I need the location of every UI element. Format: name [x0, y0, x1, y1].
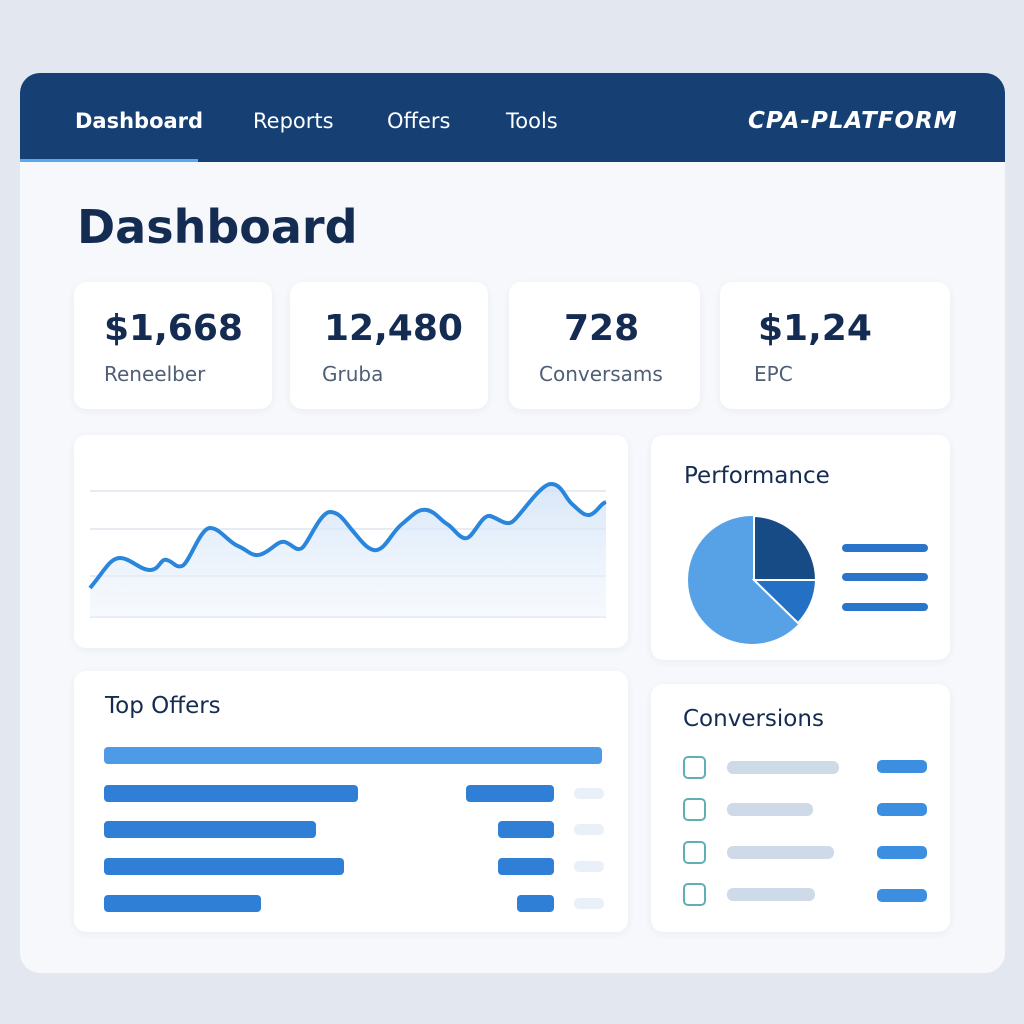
panel-title: Conversions	[683, 706, 824, 732]
bars	[104, 747, 604, 912]
conversion-rows	[683, 756, 927, 906]
stat-value: $1,24	[758, 308, 872, 349]
stat-label: Gruba	[322, 362, 384, 386]
stat-value: 728	[564, 308, 640, 349]
stat-card: 728 Conversams	[509, 282, 700, 409]
offer-bars	[104, 747, 604, 912]
performance-card: Performance	[651, 435, 950, 660]
line	[88, 481, 607, 590]
nav-item[interactable]: Offers	[387, 109, 451, 133]
stat-card: $1,668 Reneelber	[74, 282, 272, 409]
stat-label: Conversams	[539, 362, 663, 386]
stat-value: $1,668	[104, 308, 243, 349]
top-bar	[20, 73, 1005, 162]
nav-item[interactable]: Tools	[506, 109, 558, 133]
stat-value: 12,480	[324, 308, 463, 349]
placeholder-bars	[727, 761, 839, 901]
pie-slice	[753, 514, 818, 581]
active-tab-indicator	[20, 159, 198, 162]
brand: CPA-PLATFORM	[748, 108, 958, 134]
stat-card: 12,480 Gruba	[290, 282, 488, 409]
panel-title: Top Offers	[105, 693, 221, 719]
conversions-card: Conversions	[651, 684, 950, 932]
value-bars	[877, 760, 927, 902]
pie-slice	[751, 579, 818, 625]
legend-lines	[842, 544, 928, 611]
page-title: Dashboard	[77, 200, 358, 254]
pie	[688, 514, 928, 644]
stat-label: Reneelber	[104, 362, 206, 386]
panel-title: Performance	[684, 463, 830, 489]
stat-card: $1,24 EPC	[720, 282, 950, 409]
top-offers-card: Top Offers	[74, 671, 628, 932]
nav-item[interactable]: Reports	[253, 109, 334, 133]
line-area	[90, 484, 606, 617]
nav-item[interactable]: Dashboard	[75, 109, 204, 133]
checkboxes	[683, 756, 706, 906]
stat-label: EPC	[754, 362, 793, 386]
